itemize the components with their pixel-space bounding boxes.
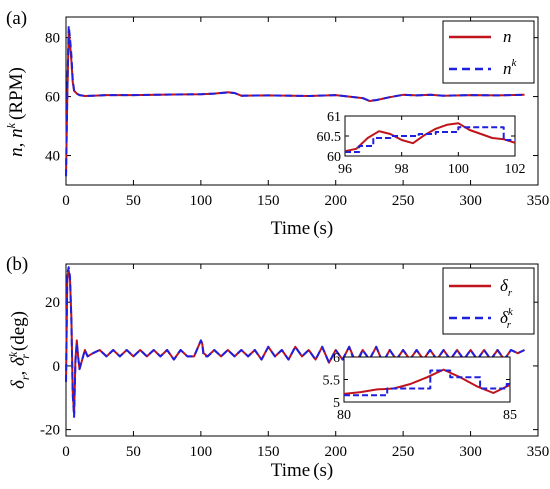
panel-b-x-axis-label: Time (s) (271, 460, 334, 481)
panel-a-y-axis-label-sup: k (4, 122, 18, 128)
panel-b-inset-x-tick-label: 85 (503, 408, 517, 423)
panel-b-x-tick-label: 0 (62, 444, 70, 460)
panel-b-y-tick-label: 0 (53, 359, 61, 375)
panel-a-inset-y-ticks: 60 60.5 61 (317, 110, 515, 165)
panel-a-inset-series-measured-line (344, 122, 516, 153)
panel-b-inset-series (343, 368, 511, 397)
panel-a-inset-y-tick-label: 61 (327, 110, 341, 125)
panel-b-x-tick-label: 350 (527, 444, 550, 460)
panel-b-y-ticks: -20 0 20 (40, 295, 538, 439)
panel-a-plot-frame (65, 16, 539, 186)
panel-b-legend-box (442, 267, 535, 335)
panel-a-x-tick-label: 0 (62, 193, 70, 209)
panel-a-legend-label-nk: nk (503, 57, 518, 78)
panel-b-x-axis-label-main: Time (271, 460, 310, 481)
panel-a: (a) 0 50 100 150 200 250 300 350 40 60 80 Time (s)… (4, 8, 549, 239)
panel-a-y-axis-label-base: n, n (6, 128, 27, 157)
panel-b-inset-y-tick-label: 5 (333, 396, 340, 411)
panel-a-x-tick-label: 250 (392, 193, 415, 209)
panel-b-x-tick-label: 150 (257, 444, 280, 460)
panel-a-series-estimated-line (65, 24, 525, 177)
panel-b-y-tick-label: -20 (40, 423, 60, 439)
panel-a-y-axis-label: n, nk (RPM) (4, 67, 27, 157)
panel-a-inset-series (344, 122, 516, 153)
panel-b-inset-frame (343, 356, 511, 403)
panel-b-inset-y-tick-label: 5.5 (323, 374, 341, 389)
panel-a-inset-x-tick-label: 100 (448, 162, 469, 177)
panel-a-y-axis-label-unit: (RPM) (6, 67, 27, 120)
panel-b-x-axis-label-unit: (s) (313, 460, 333, 481)
panel-b-legend-label-drk: δk r (500, 306, 514, 331)
panel-a-y-tick-label: 80 (45, 31, 60, 47)
panel-a-inset-x-tick-label: 102 (505, 162, 526, 177)
panel-a-x-axis-label-unit: (s) (313, 218, 333, 239)
panel-b-series (65, 266, 525, 418)
panel-a-y-tick-label: 40 (45, 149, 60, 165)
panel-a-x-ticks: 0 50 100 150 200 250 300 350 (62, 17, 549, 209)
panel-a-x-tick-label: 150 (257, 193, 280, 209)
panel-b-inset-x-tick-label: 80 (337, 408, 351, 423)
panel-b-y-axis-label: δr, δkr(deg) (6, 311, 32, 389)
panel-a-x-tick-label: 200 (324, 193, 347, 209)
panel-a-inset-x-tick-label: 98 (395, 162, 409, 177)
panel-a-series (65, 24, 525, 177)
panel-b-x-tick-label: 200 (324, 444, 347, 460)
panel-a-x-axis-label: Time (s) (271, 218, 334, 239)
panel-a-inset-series-estimated-line (345, 126, 515, 153)
panel-b-x-tick-label: 50 (126, 444, 141, 460)
panel-a-legend-label-n: n (503, 27, 512, 46)
panel-b-label: (b) (6, 254, 28, 275)
panel-b-inset-x-ticks: 80 85 (337, 357, 517, 423)
panel-b-inset: 80 85 55.56 (323, 351, 518, 423)
panel-b-legend: δr δk r (442, 267, 535, 335)
panel-a-label: (a) (6, 8, 27, 29)
panel-b-x-tick-label: 250 (392, 444, 415, 460)
panel-b-legend-label-dr: δr (500, 276, 513, 299)
panel-b-inset-y-ticks: 55.56 (323, 351, 510, 411)
panel-a-x-tick-label: 50 (126, 193, 141, 209)
panel-b-x-tick-label: 300 (459, 444, 482, 460)
panel-a-y-ticks: 40 60 80 (45, 31, 538, 165)
panel-a-x-tick-label: 100 (190, 193, 213, 209)
panel-a-inset-x-tick-label: 96 (338, 162, 352, 177)
panel-b-inset-series-estimated-line (344, 369, 510, 397)
panel-b-inset-y-tick-label: 6 (333, 351, 340, 366)
panel-a-x-tick-label: 300 (459, 193, 482, 209)
panel-a-inset-y-tick-label: 60 (327, 150, 341, 165)
panel-b-x-ticks: 0 50 100 150 200 250 300 350 (62, 264, 549, 460)
panel-a-inset-y-tick-label: 60.5 (317, 130, 342, 145)
panel-a-y-tick-label: 60 (45, 90, 60, 106)
panel-b-y-tick-label: 20 (45, 295, 60, 311)
panel-b-x-tick-label: 100 (190, 444, 213, 460)
panel-a-inset: 96 98 100 102 60 60.5 61 (317, 110, 526, 177)
panel-a-inset-x-ticks: 96 98 100 102 (338, 116, 526, 177)
panel-a-x-axis-label-main: Time (271, 218, 310, 239)
panel-b-series-estimated-line (65, 266, 525, 418)
panel-a-legend: n nk (442, 20, 535, 84)
panel-a-x-tick-label: 350 (527, 193, 550, 209)
panel-a-legend-box (442, 20, 535, 84)
